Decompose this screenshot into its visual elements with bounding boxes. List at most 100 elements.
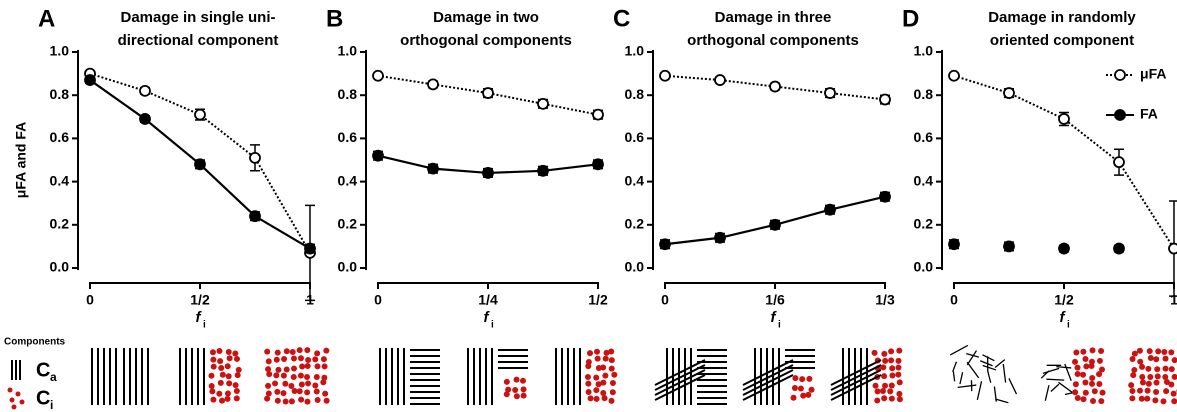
cell [595,381,602,388]
cell [512,386,519,393]
series-line [377,74,599,116]
fiber [742,374,794,401]
cell [322,390,329,397]
cell [312,382,319,389]
cell [265,366,272,373]
fiber [980,360,993,367]
x-axis-label: f [771,309,778,326]
x-tick-label: 0 [86,292,94,308]
y-tick-label: 0.2 [625,216,645,232]
data-point [537,164,549,177]
fiber [1046,378,1065,381]
cell [298,381,305,388]
data-point [659,69,671,82]
cell [1152,397,1159,404]
cell [1162,355,1169,362]
cell [1147,355,1154,362]
cell [587,395,594,402]
y-tick-label: 1.0 [50,43,70,59]
cell [505,386,512,393]
panel-letter: D [902,5,919,32]
data-point [427,162,439,175]
data-point [879,190,891,203]
x-tick-label: 1/6 [765,292,785,308]
cell [585,389,592,396]
cell [608,397,615,404]
data-point [249,210,261,223]
cell [806,375,813,382]
data-point [1168,242,1177,255]
cell [218,364,225,371]
cell [887,388,894,395]
cell [608,357,615,364]
chart-title: orthogonal components [687,32,859,49]
cell [210,363,217,370]
cell [289,348,296,355]
fiber [994,359,1006,369]
cell [1074,364,1081,371]
cell [1129,355,1136,362]
cell [880,364,887,371]
data-point [948,238,960,251]
x-tick-label: 1 [1170,292,1177,308]
cell [503,378,510,385]
y-tick-label: 0.8 [914,86,934,102]
cell [233,387,240,394]
fiber [949,344,969,356]
x-tick-label: 0 [950,292,958,308]
y-tick-label: 1.0 [625,43,645,59]
cell [888,348,895,355]
fiber [1064,363,1072,381]
cell [1099,389,1106,396]
cell [264,395,271,402]
y-tick-label: 0.0 [50,259,70,275]
cell [233,355,240,362]
cell [603,349,610,356]
cell [1128,382,1135,389]
cell [264,348,271,355]
y-tick-label: 0.6 [50,129,70,145]
data-point [372,69,384,82]
cell [1171,373,1177,380]
cell [273,356,280,363]
cell [1163,388,1170,395]
cell [1168,381,1175,388]
cell [265,382,272,389]
cell [600,364,607,371]
fiber [1044,385,1050,401]
key-subscript: i [50,398,53,412]
cell [1082,389,1089,396]
panel-letter: C [613,5,630,32]
cell [609,389,616,396]
cell [323,397,330,404]
cell [888,395,895,402]
cell [304,363,311,370]
cell [1144,387,1151,394]
cell [895,357,902,364]
cell [1096,371,1103,378]
cell [1168,366,1175,373]
fiber [1042,367,1060,374]
cell [1096,380,1103,387]
fiber [654,374,706,401]
cell [297,372,304,379]
y-tick-label: 0.0 [338,259,358,275]
cell [1154,373,1161,380]
cell [1153,356,1160,363]
cell [888,382,895,389]
y-tick-label: 0.2 [338,216,358,232]
cell [281,355,288,362]
cell [1096,357,1103,364]
x-axis-label-subscript: i [778,320,781,331]
cell [792,375,799,382]
key-cell [11,404,17,410]
cell [235,366,242,373]
cell [219,371,226,378]
x-tick-label: 1/2 [588,292,608,308]
y-tick-label: 0.2 [914,216,934,232]
fiber [742,364,794,391]
fiber [982,364,997,371]
panel-letter: B [326,5,343,32]
cell [1073,349,1080,356]
chart-title: Damage in three [715,9,832,26]
